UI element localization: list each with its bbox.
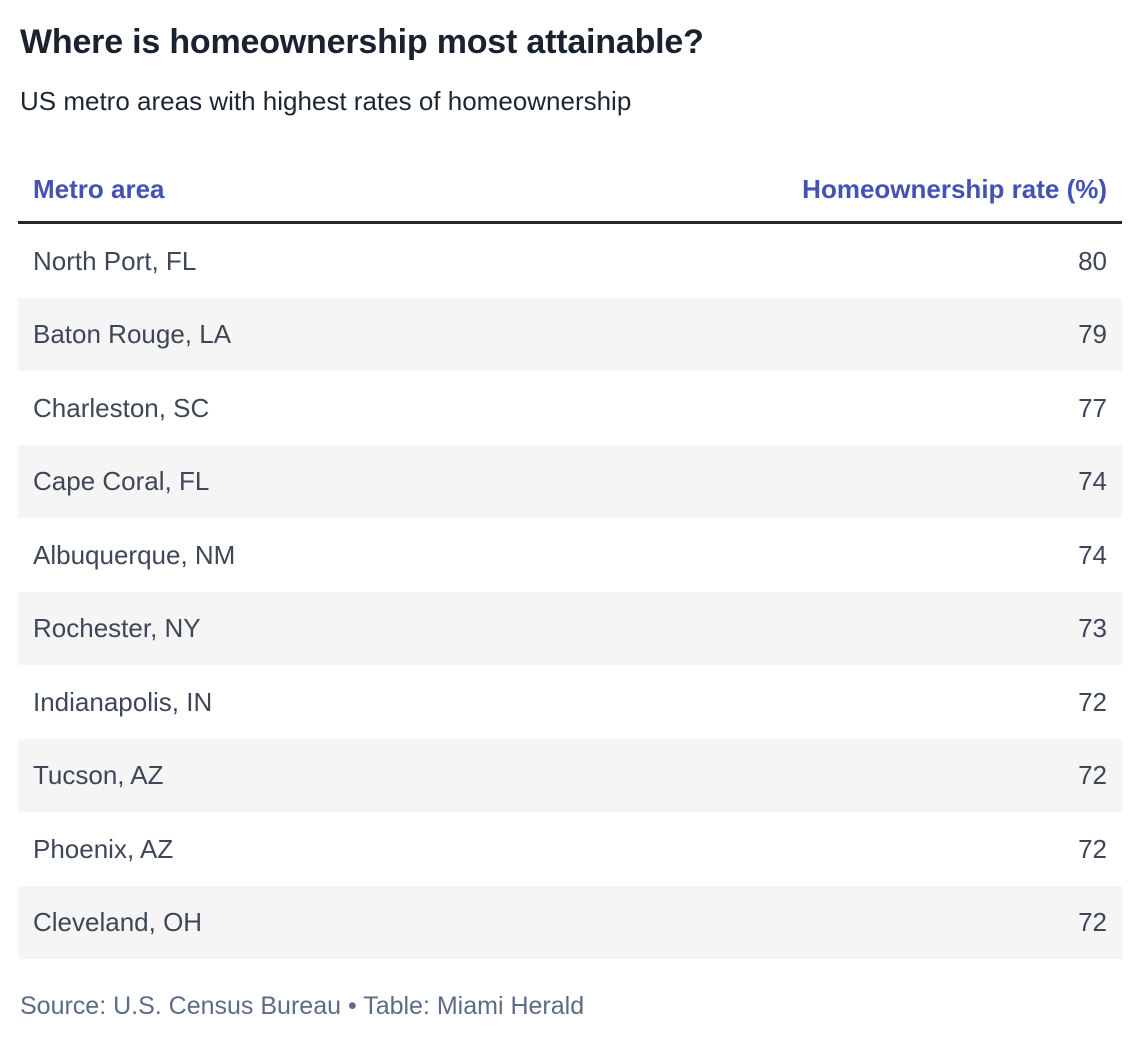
source-credit: Source: U.S. Census Bureau • Table: Miam… — [20, 992, 585, 1021]
metro-area-cell: Tucson, AZ — [33, 760, 164, 791]
homeownership-rate-cell: 72 — [1078, 833, 1107, 864]
homeownership-rate-cell: 72 — [1078, 907, 1107, 938]
table-header-row: Metro area Homeownership rate (%) — [18, 173, 1122, 225]
metro-area-cell: Baton Rouge, LA — [33, 319, 232, 350]
metro-area-cell: Cleveland, OH — [33, 907, 203, 938]
table-row: Phoenix, AZ 72 — [18, 812, 1122, 886]
homeownership-rate-cell: 74 — [1078, 539, 1107, 570]
table-body: North Port, FL 80 Baton Rouge, LA 79 Cha… — [18, 224, 1122, 960]
column-header-homeownership-rate: Homeownership rate (%) — [802, 173, 1107, 204]
table-row: Rochester, NY 73 — [18, 591, 1122, 666]
table-row: Charleston, SC 77 — [18, 371, 1122, 445]
page-subtitle: US metro areas with highest rates of hom… — [20, 85, 632, 116]
metro-area-cell: Rochester, NY — [33, 613, 201, 644]
homeownership-rate-cell: 77 — [1078, 392, 1107, 423]
table-row: Albuquerque, NM 74 — [18, 518, 1122, 592]
table-row: Cleveland, OH 72 — [18, 885, 1122, 960]
metro-area-cell: Indianapolis, IN — [33, 686, 213, 717]
table-row: Baton Rouge, LA 79 — [18, 297, 1122, 372]
homeownership-rate-cell: 74 — [1078, 466, 1107, 497]
table-row: Tucson, AZ 72 — [18, 738, 1122, 813]
column-header-metro-area: Metro area — [33, 173, 165, 204]
metro-area-cell: Phoenix, AZ — [33, 833, 174, 864]
table-row: North Port, FL 80 — [18, 224, 1122, 298]
data-table: Metro area Homeownership rate (%) North … — [18, 173, 1122, 960]
table-row: Cape Coral, FL 74 — [18, 444, 1122, 519]
homeownership-rate-cell: 80 — [1078, 245, 1107, 276]
homeownership-rate-cell: 72 — [1078, 760, 1107, 791]
metro-area-cell: Albuquerque, NM — [33, 539, 236, 570]
homeownership-rate-cell: 73 — [1078, 613, 1107, 644]
metro-area-cell: North Port, FL — [33, 245, 197, 276]
homeownership-rate-cell: 72 — [1078, 686, 1107, 717]
homeownership-rate-cell: 79 — [1078, 319, 1107, 350]
page-title: Where is homeownership most attainable? — [20, 23, 704, 61]
metro-area-cell: Charleston, SC — [33, 392, 210, 423]
table-row: Indianapolis, IN 72 — [18, 665, 1122, 739]
metro-area-cell: Cape Coral, FL — [33, 466, 210, 497]
